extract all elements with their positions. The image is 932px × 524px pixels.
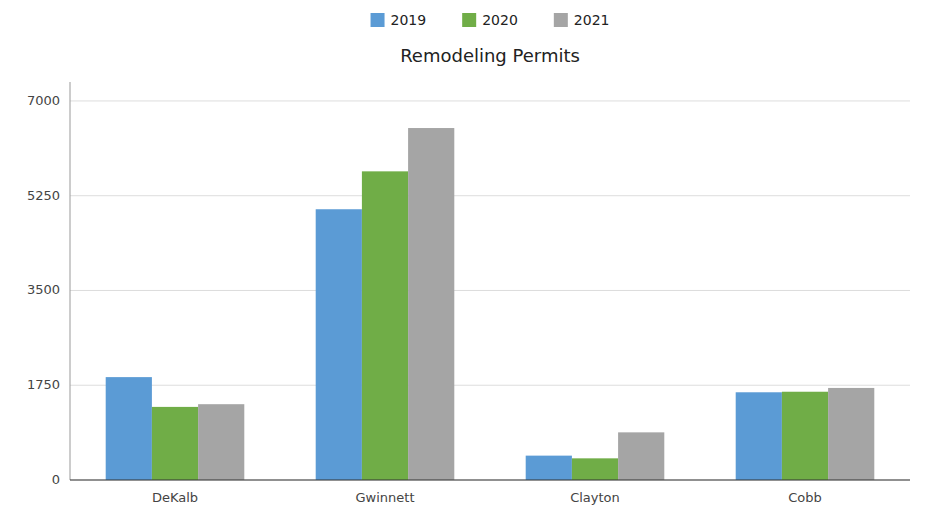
y-axis-line [70, 82, 71, 480]
chart: Remodeling Permits 0 1750 3500 5250 7000 2019 … [0, 0, 932, 524]
x-tick-label: DeKalb [152, 490, 198, 505]
legend-label: 2019 [391, 12, 427, 28]
grid-line [70, 100, 910, 101]
bar: 2020 Gwinnett: 5700 [362, 171, 408, 480]
bar: 2020 Clayton: 400 [572, 458, 618, 480]
y-tick-label: 1750 [27, 377, 60, 392]
x-axis-line [70, 480, 910, 481]
bar: 2021 Clayton: 880 [618, 432, 664, 480]
grid-line [70, 195, 910, 196]
legend-label: 2021 [574, 12, 610, 28]
bar: 2020 DeKalb: 1350 [152, 407, 198, 480]
chart-container: Remodeling Permits 0 1750 3500 5250 7000 2019 … [0, 0, 932, 524]
y-tick-label: 7000 [27, 93, 60, 108]
bar: 2019 Cobb: 1620 [736, 392, 782, 480]
grid-line [70, 290, 910, 291]
bar: 2021 Cobb: 1700 [828, 388, 874, 480]
bar: 2019 Clayton: 450 [526, 456, 572, 480]
legend-item: 2019 [371, 12, 427, 28]
bar: 2021 Gwinnett: 6500 [408, 128, 454, 480]
y-tick-label: 3500 [27, 282, 60, 297]
bars: 2019 DeKalb: 1900 2019 Gwinnett: 5000 2019… [106, 128, 875, 480]
bar: 2021 DeKalb: 1400 [198, 404, 244, 480]
y-tick-label: 5250 [27, 188, 60, 203]
bar: 2019 DeKalb: 1900 [106, 377, 152, 480]
legend-item: 2021 [554, 12, 610, 28]
x-tick-label: Clayton [570, 490, 620, 505]
grid [70, 101, 910, 480]
legend: 2019 2020 2021 [371, 12, 610, 28]
title: Remodeling Permits [400, 45, 580, 66]
grid-line [70, 385, 910, 386]
legend-swatch [371, 13, 385, 27]
bar: 2020 Cobb: 1630 [782, 392, 828, 480]
y-tick-label: 0 [52, 472, 60, 487]
legend-swatch [462, 13, 476, 27]
x-tick-label: Cobb [788, 490, 822, 505]
legend-label: 2020 [482, 12, 518, 28]
grid-line [70, 480, 910, 481]
legend-swatch [554, 13, 568, 27]
x-tick-label: Gwinnett [356, 490, 415, 505]
legend-item: 2020 [462, 12, 518, 28]
bar: 2019 Gwinnett: 5000 [316, 209, 362, 480]
